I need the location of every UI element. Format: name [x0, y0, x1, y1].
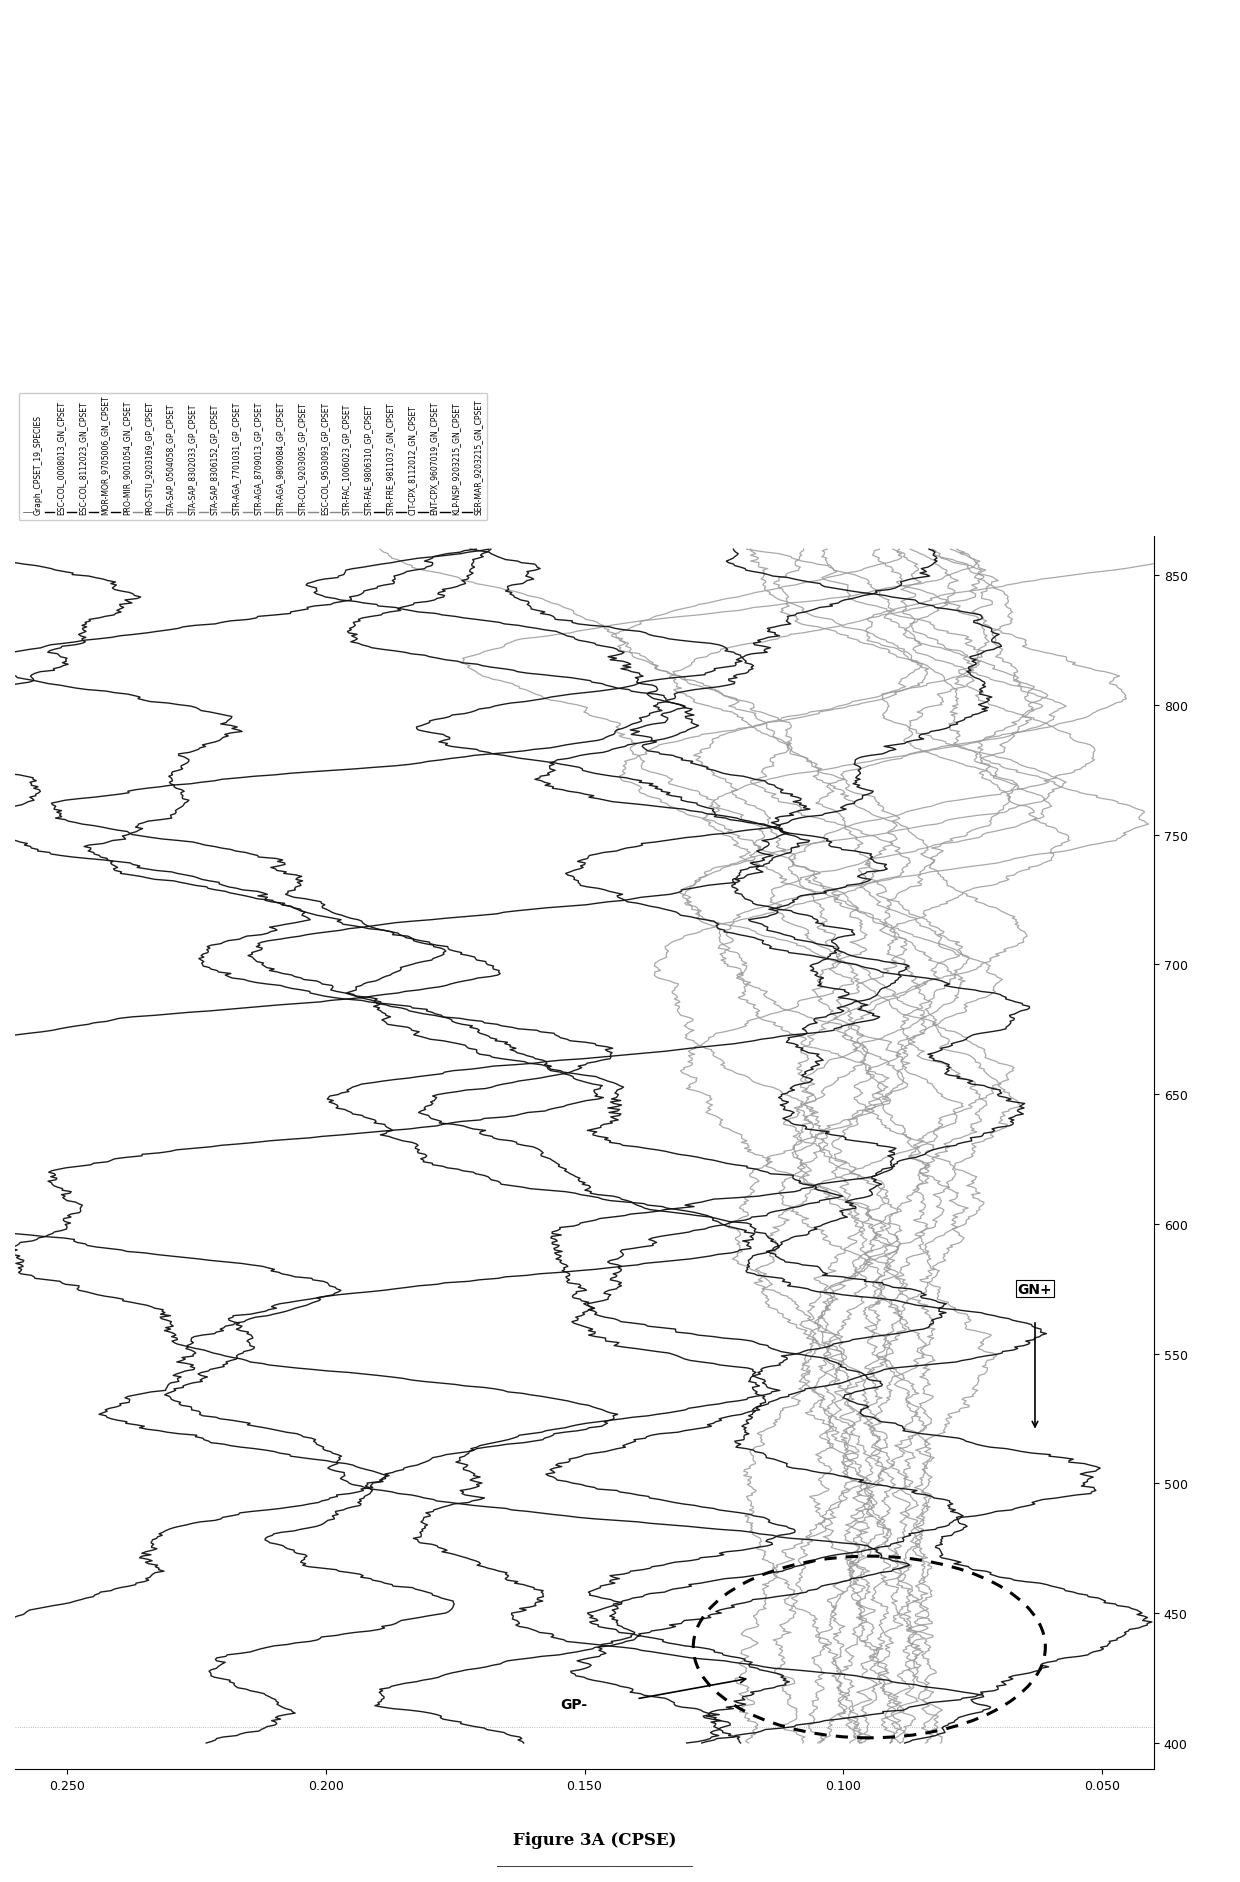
Text: Figure 3A (CPSE): Figure 3A (CPSE) — [513, 1831, 677, 1848]
Text: GN+: GN+ — [1018, 1282, 1053, 1297]
Legend: Graph_CPSET_19_SPECIES, ESC-COL_0008013_GN_CPSET, ESC-COL_8112023_GN_CPSET, MOR-: Graph_CPSET_19_SPECIES, ESC-COL_0008013_… — [19, 393, 486, 521]
Text: GP-: GP- — [560, 1698, 588, 1711]
Text: ____________________________: ____________________________ — [497, 1852, 693, 1865]
